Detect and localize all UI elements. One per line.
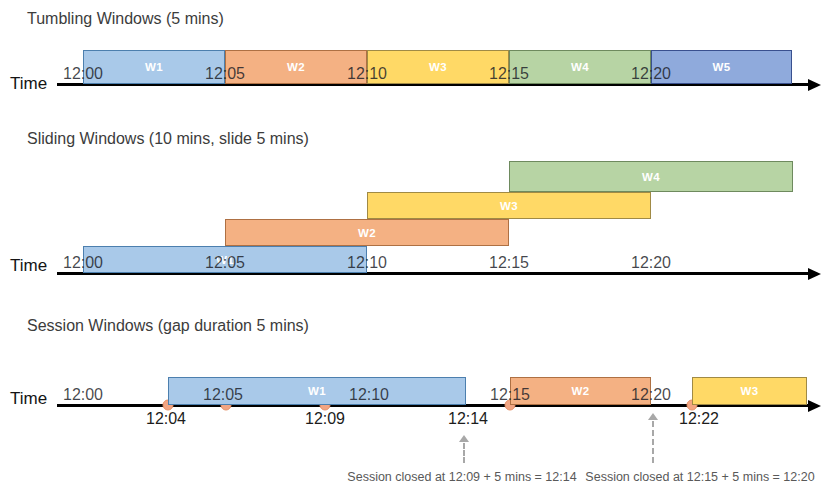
tick-label: 12:05: [205, 66, 245, 83]
axis-arrowhead-icon: [808, 268, 821, 280]
session-closed-annotation: Session closed at 12:15 + 5 mins = 12:20: [585, 470, 814, 484]
tick-label: 12:15: [490, 387, 530, 404]
sliding-window-w3: W3: [367, 192, 651, 219]
tick-label: 12:00: [63, 255, 103, 272]
window-label: W1: [145, 61, 163, 73]
windowing-diagram: Tumbling Windows (5 mins) Time W1 W2 W3 …: [0, 0, 829, 498]
tumbling-window-w3: W3: [367, 50, 509, 84]
sliding-window-w2: W2: [225, 219, 509, 246]
dashed-arrow-line: [463, 443, 465, 463]
tumbling-window-w2: W2: [225, 50, 367, 84]
section-title-sliding: Sliding Windows (10 mins, slide 5 mins): [27, 130, 309, 148]
section-title-session: Session Windows (gap duration 5 mins): [27, 317, 309, 335]
window-label: W5: [712, 61, 730, 73]
window-label: W2: [571, 385, 589, 397]
window-label: W3: [500, 200, 518, 212]
event-time-label: 12:14: [448, 410, 488, 428]
session-window-w2: W2: [510, 377, 651, 405]
tumbling-window-w5: W5: [651, 50, 792, 84]
tick-label: 12:10: [347, 66, 387, 83]
tick-label: 12:15: [489, 255, 529, 272]
event-time-label: 12:04: [146, 410, 186, 428]
tick-label: 12:10: [347, 255, 387, 272]
tick-label: 12:00: [63, 387, 103, 404]
tick-label: 12:05: [205, 255, 245, 272]
dashed-arrow-line: [652, 421, 654, 463]
time-axis-label: Time: [10, 74, 47, 94]
section-title-tumbling: Tumbling Windows (5 mins): [27, 10, 224, 28]
tick-label: 12:15: [489, 66, 529, 83]
tumbling-window-w4: W4: [509, 50, 651, 84]
event-time-label: 12:09: [305, 410, 345, 428]
window-label: W3: [740, 385, 758, 397]
window-label: W2: [358, 227, 376, 239]
window-label: W4: [642, 171, 660, 183]
dashed-arrowhead-icon: [648, 413, 658, 420]
axis-arrowhead-icon: [808, 400, 821, 412]
axis-arrowhead-icon: [808, 79, 821, 91]
time-axis-label: Time: [10, 256, 47, 276]
tick-label: 12:20: [631, 387, 671, 404]
window-label: W2: [287, 61, 305, 73]
window-label: W1: [308, 385, 326, 397]
session-closed-annotation: Session closed at 12:09 + 5 mins = 12:14: [347, 470, 576, 484]
session-window-w3: W3: [692, 377, 807, 405]
tick-label: 12:00: [63, 66, 103, 83]
window-label: W4: [571, 61, 589, 73]
tumbling-window-w1: W1: [83, 50, 225, 84]
tick-label: 12:20: [631, 66, 671, 83]
window-label: W3: [429, 61, 447, 73]
time-axis-label: Time: [10, 389, 47, 409]
tick-label: 12:20: [631, 255, 671, 272]
tick-label: 12:05: [203, 387, 243, 404]
event-time-label: 12:22: [679, 410, 719, 428]
tick-label: 12:10: [349, 387, 389, 404]
dashed-arrowhead-icon: [459, 435, 469, 442]
sliding-window-w4: W4: [509, 161, 793, 192]
